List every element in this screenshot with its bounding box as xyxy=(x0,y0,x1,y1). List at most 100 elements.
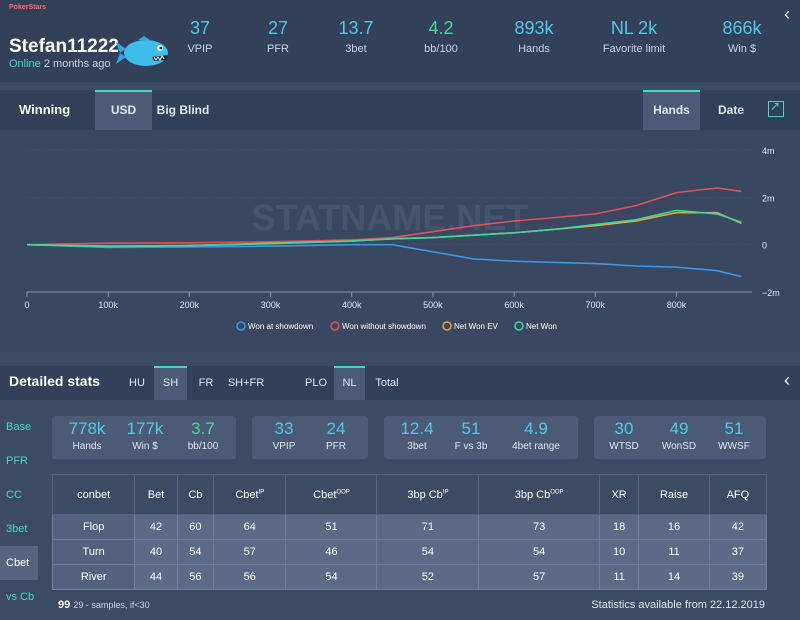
table-cell: 54 xyxy=(176,539,215,565)
online-status: Online 2 months ago xyxy=(9,58,111,70)
series-line xyxy=(26,187,742,246)
table-header-label: Cbet xyxy=(313,488,337,501)
chevron-left-icon[interactable]: ‹ xyxy=(784,370,790,390)
legend-marker xyxy=(330,321,340,331)
table-header-position: OOP xyxy=(550,488,564,495)
samples-value: 99 xyxy=(58,599,71,611)
stat-hands: 778k Hands xyxy=(68,419,106,452)
stat-win: 177k Win $ xyxy=(126,419,164,452)
filter-sh-fr[interactable]: SH+FR xyxy=(227,377,265,389)
table-header: 3bp CbOOP xyxy=(478,474,600,515)
table-row: River 44 56 56 54 52 57 11 14 39 xyxy=(51,564,768,590)
table-header: Cb xyxy=(176,474,215,515)
header-stat-label: PFR xyxy=(267,43,289,55)
side-tab-cc[interactable]: CC xyxy=(6,489,22,501)
x-tick-label: 300k xyxy=(261,300,281,310)
table-header-label: conbet xyxy=(77,488,111,501)
filter-fr[interactable]: FR xyxy=(198,377,214,389)
last-seen: 2 months ago xyxy=(43,58,111,70)
table-cell: 52 xyxy=(376,564,480,590)
stat-wtsd: 30 WTSD xyxy=(609,419,639,452)
table-header-label: XR xyxy=(611,488,627,501)
legend-label: Net Won EV xyxy=(454,322,499,331)
header-stat-value: 4.2 xyxy=(428,18,454,38)
x-tick-label: 0 xyxy=(24,300,29,310)
table-header-position: IP xyxy=(258,488,265,495)
filter-plo[interactable]: PLO xyxy=(304,377,327,389)
table-cell: 40 xyxy=(134,539,178,565)
tab-date[interactable]: Date xyxy=(717,103,744,117)
stat-3bet: 12.4 3bet xyxy=(400,419,434,452)
table-row: Flop 42 60 64 51 71 73 18 16 42 xyxy=(51,514,768,540)
table-cell: 54 xyxy=(285,564,378,590)
table-cell: 11 xyxy=(638,539,710,565)
table-cell: 54 xyxy=(478,539,600,565)
stat-wwsf: 51 WWSF xyxy=(718,419,750,452)
header-stat-value: 13.7 xyxy=(338,18,374,38)
side-tab-base[interactable]: Base xyxy=(6,421,32,433)
table-cell: 56 xyxy=(176,564,215,590)
header-stat-value: NL 2k xyxy=(610,18,658,38)
street-cell: Flop xyxy=(51,514,136,540)
street-cell: Turn xyxy=(51,539,136,565)
side-tab-vs-cb[interactable]: vs Cb xyxy=(6,591,35,603)
table-header-label: Bet xyxy=(147,488,165,501)
filter-hu[interactable]: HU xyxy=(129,377,145,389)
x-tick-label: 500k xyxy=(423,300,443,310)
side-tab-cbet[interactable]: Cbet xyxy=(0,546,38,580)
stat-box-3bet: 12.4 3bet 51 F vs 3b 4.9 4bet range xyxy=(384,416,578,459)
table-header-label: 3bp Cb xyxy=(514,488,551,501)
tab-usd[interactable]: USD xyxy=(95,90,152,130)
chevron-left-icon[interactable]: ‹ xyxy=(784,4,790,24)
stat-box-showdown: 30 WTSD 49 WonSD 51 WWSF xyxy=(594,416,766,459)
table-header-label: Cbet xyxy=(235,488,259,501)
table-cell: 57 xyxy=(478,564,600,590)
table-header: Raise xyxy=(638,474,710,515)
table-header-label: AFQ xyxy=(726,488,750,501)
winning-chart-svg: STATNAME.NET 4m 2m 0 −2m 0 100k 200k 300k 400k 500… xyxy=(24,146,779,331)
table-header-position: IP xyxy=(442,488,449,495)
header-stat-value: 866k xyxy=(722,18,762,38)
street-cell: River xyxy=(51,564,136,590)
table-cell: 73 xyxy=(478,514,600,540)
table-cell: 54 xyxy=(376,539,480,565)
header-stat-value: 893k xyxy=(514,18,554,38)
y-tick-label: 0 xyxy=(762,241,767,251)
table-cell: 64 xyxy=(213,514,287,540)
expand-icon[interactable] xyxy=(768,99,784,117)
table-header: CbetIP xyxy=(213,474,287,515)
profile-header: PokerStars Stefan11222 Online 2 months a… xyxy=(0,0,800,82)
table-cell: 51 xyxy=(285,514,378,540)
table-cell: 57 xyxy=(213,539,287,565)
table-cell: 14 xyxy=(638,564,710,590)
y-tick-label: 2m xyxy=(762,193,775,203)
table-cell: 42 xyxy=(708,514,768,540)
stat-pfr: 24 PFR xyxy=(326,419,346,452)
x-tick-label: 200k xyxy=(180,300,200,310)
table-cell: 56 xyxy=(213,564,287,590)
x-tick-label: 400k xyxy=(342,300,362,310)
table-cell: 16 xyxy=(638,514,710,540)
header-stat-label: bb/100 xyxy=(424,43,458,55)
filter-nl[interactable]: NL xyxy=(334,366,365,400)
side-tab-pfr[interactable]: PFR xyxy=(6,455,28,467)
filter-total[interactable]: Total xyxy=(375,377,399,389)
tab-hands[interactable]: Hands xyxy=(643,90,700,130)
stat-4bet-range: 4.9 4bet range xyxy=(512,419,560,452)
header-stat-bb-100: 4.2 bb/100 xyxy=(391,18,491,55)
series-line xyxy=(26,209,742,248)
x-tick-label: 100k xyxy=(98,300,118,310)
stat-box-preflop: 33 VPIP 24 PFR xyxy=(252,416,368,459)
legend-label: Net Won xyxy=(526,322,557,331)
table-cell: 44 xyxy=(134,564,178,590)
stats-available-note: Statistics available from 22.12.2019 xyxy=(591,599,765,611)
table-cell: 18 xyxy=(598,514,640,540)
table-header-label: Raise xyxy=(659,488,689,501)
samples-note: 99 29 - samples, if<30 xyxy=(58,599,150,611)
online-label: Online xyxy=(9,58,41,70)
table-cell: 11 xyxy=(598,564,640,590)
tab-big-blind[interactable]: Big Blind xyxy=(156,103,210,117)
side-tab-3bet[interactable]: 3bet xyxy=(6,523,28,535)
filter-sh[interactable]: SH xyxy=(154,366,187,400)
header-stat-hands: 893k Hands xyxy=(484,18,584,55)
